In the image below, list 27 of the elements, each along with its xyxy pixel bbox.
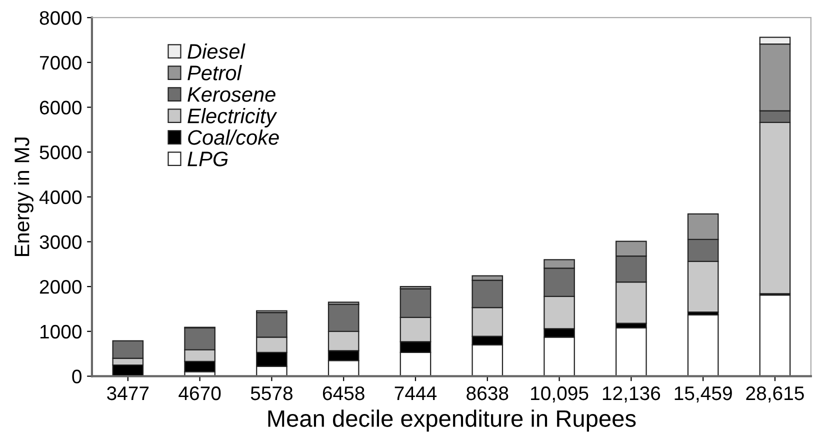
x-tick-label: 7444 xyxy=(394,386,437,400)
x-tick-label: 12,136 xyxy=(602,386,660,402)
y-axis-title: Energy in MJ xyxy=(14,138,34,256)
x-tick-label: 4670 xyxy=(178,386,221,400)
y-tick-label: 7000 xyxy=(40,56,82,70)
y-tick-label: 2000 xyxy=(40,280,82,294)
legend-label: Electricity xyxy=(188,108,278,128)
y-tick-label: 0 xyxy=(72,370,82,384)
legend-label: Kerosene xyxy=(188,87,276,102)
x-axis-title: Mean decile expenditure in Rupees xyxy=(268,410,636,432)
x-tick-label: 8638 xyxy=(466,386,508,400)
y-tick-label: 4000 xyxy=(39,190,82,204)
legend-label: Coal/coke xyxy=(188,130,279,145)
legend-label: LPG xyxy=(188,152,228,166)
legend-label: Petrol xyxy=(188,65,242,80)
y-tick-label: 3000 xyxy=(40,235,82,249)
legend-label: Diesel xyxy=(188,44,246,59)
x-tick-label: 6458 xyxy=(322,386,364,400)
y-tick-label: 1000 xyxy=(40,324,82,339)
x-tick-label: 15,459 xyxy=(674,386,732,402)
y-tick-label: 8000 xyxy=(40,11,82,25)
y-tick-label: 5000 xyxy=(40,146,82,160)
y-tick-label: 6000 xyxy=(40,100,82,114)
x-tick-label: 3477 xyxy=(107,386,149,400)
x-tick-label: 10,095 xyxy=(531,386,588,402)
x-tick-label: 5578 xyxy=(250,386,292,400)
x-tick-label: 28,615 xyxy=(746,386,804,402)
